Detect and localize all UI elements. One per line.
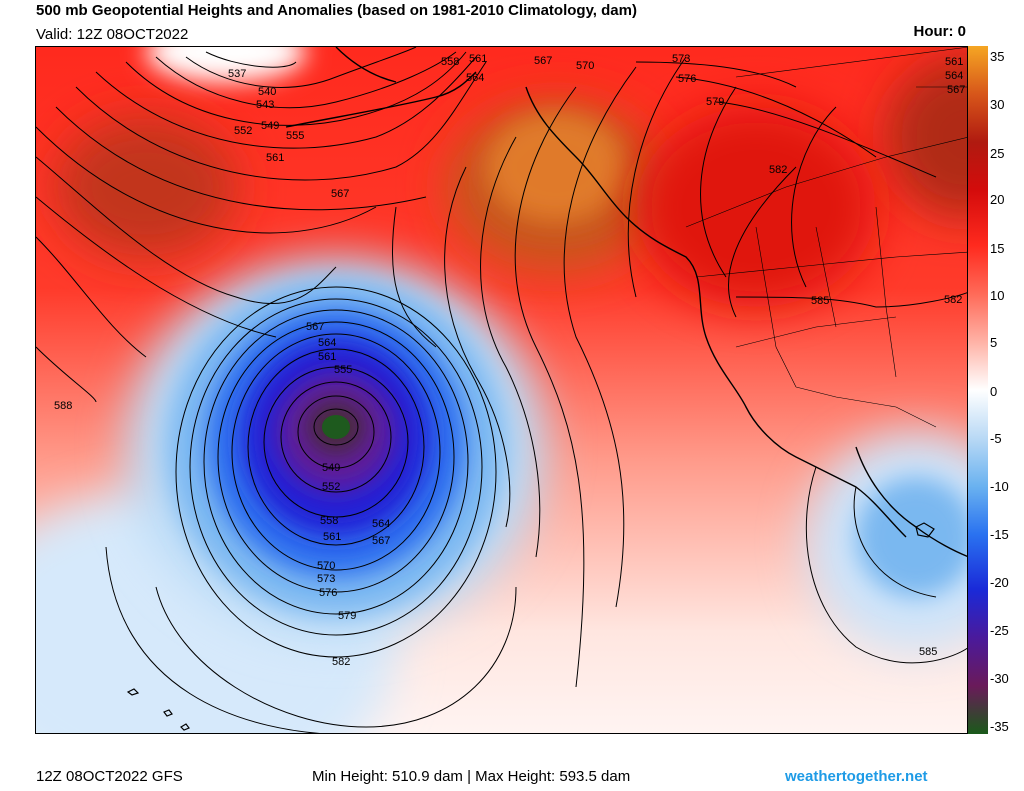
contour-label: 558 bbox=[320, 515, 338, 527]
colorbar-tick: 5 bbox=[990, 335, 998, 350]
colorbar-tick: 0 bbox=[990, 384, 998, 399]
contour-label: 567 bbox=[947, 84, 965, 96]
contour-label: 549 bbox=[322, 462, 340, 474]
colorbar bbox=[968, 46, 988, 734]
colorbar-tick: 30 bbox=[990, 97, 1005, 112]
contour-label: 567 bbox=[372, 535, 390, 547]
colorbar-tick: -30 bbox=[990, 671, 1009, 686]
contour-label: 576 bbox=[678, 73, 696, 85]
colorbar-tick: -10 bbox=[990, 479, 1009, 494]
contour-label: 573 bbox=[317, 573, 335, 585]
contour-label: 561 bbox=[266, 152, 284, 164]
contour-label: 564 bbox=[318, 337, 336, 349]
contour-label: 564 bbox=[372, 518, 390, 530]
contour-label: 582 bbox=[944, 294, 962, 306]
contour-label: 570 bbox=[576, 60, 594, 72]
map-svg: 537 540 543 549 552 555 561 567 558 561 … bbox=[36, 47, 967, 733]
colorbar-tick: 15 bbox=[990, 241, 1005, 256]
contour-label: 552 bbox=[234, 125, 252, 137]
valid-time: Valid: 12Z 08OCT2022 bbox=[36, 26, 189, 43]
colorbar-tick: 10 bbox=[990, 288, 1005, 303]
map-panel: 537 540 543 549 552 555 561 567 558 561 … bbox=[35, 46, 968, 734]
contour-label: 567 bbox=[331, 188, 349, 200]
contour-label: 585 bbox=[811, 295, 829, 307]
site-link[interactable]: weathertogether.net bbox=[785, 768, 928, 785]
colorbar-tick: -25 bbox=[990, 623, 1009, 638]
contour-label: 564 bbox=[945, 70, 963, 82]
colorbar-tick: -35 bbox=[990, 719, 1009, 734]
state-borders bbox=[685, 47, 967, 428]
contour-label: 576 bbox=[319, 587, 337, 599]
contour-label: 564 bbox=[466, 72, 484, 84]
contour-label: 588 bbox=[54, 400, 72, 412]
contour-label: 573 bbox=[672, 53, 690, 65]
contour-label: 561 bbox=[318, 351, 336, 363]
colorbar-tick: 35 bbox=[990, 49, 1005, 64]
contour-label: 543 bbox=[256, 99, 274, 111]
model-run: 12Z 08OCT2022 GFS bbox=[36, 768, 183, 785]
contour-label: 540 bbox=[258, 86, 276, 98]
contour-labels: 537 540 543 549 552 555 561 567 558 561 … bbox=[54, 53, 965, 668]
colorbar-tick: -15 bbox=[990, 527, 1009, 542]
contour-label: 561 bbox=[945, 56, 963, 68]
colorbar-tick: 25 bbox=[990, 146, 1005, 161]
forecast-hour: Hour: 0 bbox=[913, 23, 967, 40]
contour-label: 579 bbox=[338, 610, 356, 622]
contour-label: 582 bbox=[332, 656, 350, 668]
colorbar-svg bbox=[968, 46, 988, 734]
contour-label: 555 bbox=[286, 130, 304, 142]
anomaly-shading bbox=[36, 47, 967, 733]
contour-label: 582 bbox=[769, 164, 787, 176]
contour-label: 549 bbox=[261, 120, 279, 132]
contour-label: 570 bbox=[317, 560, 335, 572]
contour-label: 552 bbox=[322, 481, 340, 493]
contour-label: 579 bbox=[706, 96, 724, 108]
colorbar-tick: -5 bbox=[990, 431, 1002, 446]
colorbar-labels: 35 30 25 20 15 10 5 0 -5 -10 -15 -20 -25… bbox=[990, 46, 1024, 734]
height-stats: Min Height: 510.9 dam | Max Height: 593.… bbox=[312, 768, 631, 785]
islands bbox=[126, 522, 935, 731]
contour-label: 537 bbox=[228, 68, 246, 80]
contour-label: 561 bbox=[323, 531, 341, 543]
colorbar-tick: 20 bbox=[990, 192, 1005, 207]
contour-label: 561 bbox=[469, 53, 487, 65]
colorbar-tick: -20 bbox=[990, 575, 1009, 590]
contour-label: 585 bbox=[919, 646, 937, 658]
chart-title: 500 mb Geopotential Heights and Anomalie… bbox=[36, 2, 637, 19]
contour-label: 567 bbox=[534, 55, 552, 67]
coastlines bbox=[285, 47, 967, 557]
height-contours bbox=[36, 47, 967, 733]
contour-label: 555 bbox=[334, 364, 352, 376]
contour-label: 558 bbox=[441, 56, 459, 68]
contour-label: 567 bbox=[306, 321, 324, 333]
